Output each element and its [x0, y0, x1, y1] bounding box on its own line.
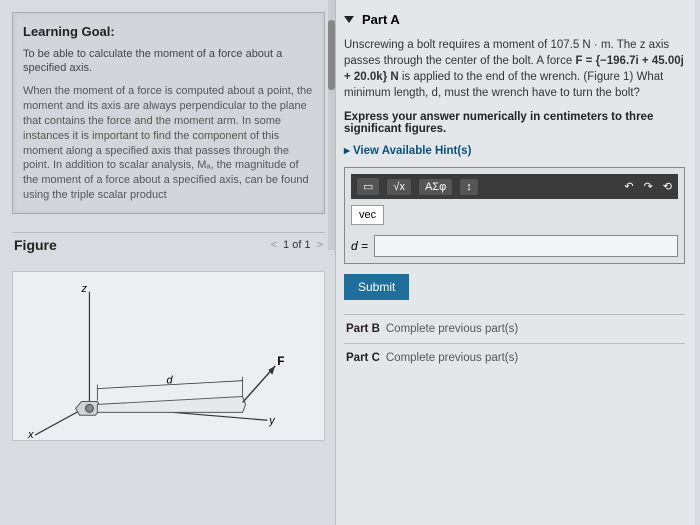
- figure-section: Figure < 1 of 1 > z x y: [12, 232, 325, 441]
- goal-body: When the moment of a force is computed a…: [23, 84, 314, 203]
- axis-x-label: x: [27, 429, 34, 440]
- right-panel: Part A Unscrewing a bolt requires a mome…: [335, 0, 695, 525]
- left-panel: Learning Goal: To be able to calculate t…: [0, 0, 335, 525]
- figure-title: Figure: [14, 237, 57, 253]
- vec-button[interactable]: vec: [351, 205, 384, 225]
- part-a-title: Part A: [362, 12, 400, 27]
- force-label: F: [277, 354, 284, 368]
- learning-goal-box: Learning Goal: To be able to calculate t…: [12, 12, 325, 214]
- pager: < 1 of 1 >: [271, 239, 323, 251]
- answer-lhs: d =: [351, 239, 368, 253]
- part-a-header[interactable]: Part A: [344, 12, 685, 27]
- view-hints-link[interactable]: View Available Hint(s): [344, 143, 685, 157]
- part-b-row[interactable]: Part B Complete previous part(s): [344, 314, 685, 343]
- part-c-msg: Complete previous part(s): [386, 352, 518, 364]
- undo-icon[interactable]: ↶: [624, 180, 633, 193]
- caret-down-icon: [344, 16, 354, 23]
- equation-toolbar: ▭ √x ΑΣφ ↕ ↶ ↷ ⟲: [351, 174, 678, 199]
- part-b-title: Part B: [346, 323, 380, 335]
- pager-prev-icon[interactable]: <: [271, 239, 277, 251]
- express-instruction: Express your answer numerically in centi…: [344, 111, 685, 135]
- pager-text: 1 of 1: [283, 239, 311, 251]
- greek-icon[interactable]: ΑΣφ: [419, 179, 452, 195]
- scroll-thumb[interactable]: [328, 20, 335, 90]
- axis-y-label: y: [268, 415, 275, 427]
- question-text: Unscrewing a bolt requires a moment of 1…: [344, 37, 685, 101]
- part-c-row[interactable]: Part C Complete previous part(s): [344, 343, 685, 372]
- part-c-title: Part C: [346, 352, 380, 364]
- template-icon[interactable]: ▭: [357, 178, 379, 195]
- submit-button[interactable]: Submit: [344, 274, 409, 300]
- sqrt-icon[interactable]: √x: [387, 179, 411, 195]
- part-b-msg: Complete previous part(s): [386, 323, 518, 335]
- answer-box: ▭ √x ΑΣφ ↕ ↶ ↷ ⟲ vec d =: [344, 167, 685, 264]
- goal-intro: To be able to calculate the moment of a …: [23, 47, 314, 77]
- pager-next-icon[interactable]: >: [317, 239, 323, 251]
- axis-z-label: z: [81, 283, 88, 295]
- scrollbar[interactable]: [328, 0, 335, 250]
- redo-icon[interactable]: ↷: [644, 180, 653, 193]
- updown-icon[interactable]: ↕: [460, 179, 478, 195]
- reset-icon[interactable]: ⟲: [663, 180, 672, 193]
- answer-input[interactable]: [374, 235, 678, 257]
- dim-d-label: d: [167, 375, 174, 387]
- figure-canvas: z x y d F: [12, 271, 325, 441]
- goal-heading: Learning Goal:: [23, 23, 314, 41]
